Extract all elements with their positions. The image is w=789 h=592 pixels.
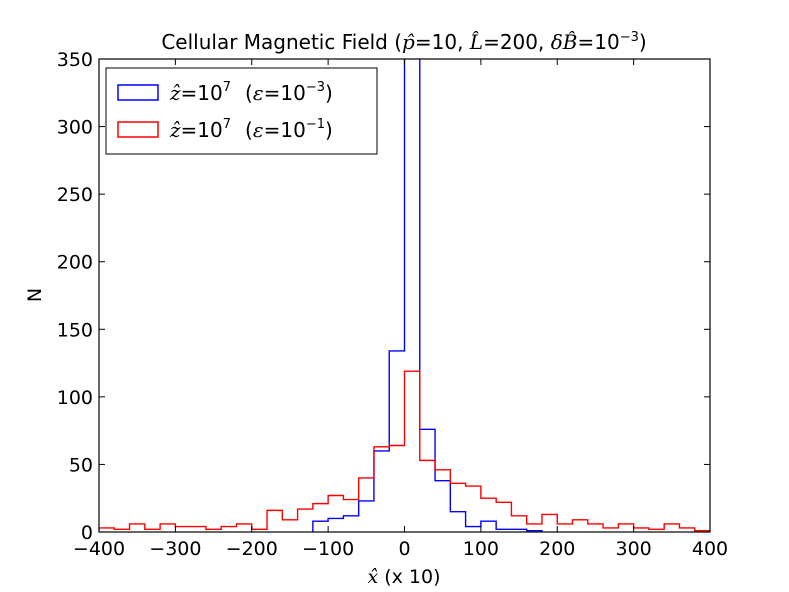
x-tick-label: 100 (463, 538, 499, 560)
legend-blue-z-symbol: ẑ (169, 81, 181, 105)
legend-red-eps-symbol: ε (253, 118, 264, 142)
title-p-symbol: p̂ (402, 30, 415, 54)
legend-blue-z-value: =10 (181, 81, 223, 105)
legend-red-close-paren: ) (325, 118, 333, 142)
legend-blue-eps-exponent: −3 (306, 80, 325, 95)
legend-red-z-exponent: 7 (223, 117, 231, 132)
title-prefix: Cellular Magnetic Field ( (161, 30, 402, 54)
y-tick-label: 150 (57, 319, 93, 341)
y-tick-label: 300 (57, 117, 93, 139)
y-tick-label: 100 (57, 387, 93, 409)
x-tick-label: 400 (692, 538, 728, 560)
legend-blue-eps-value: =10 (264, 81, 306, 105)
legend-red-open-paren: ( (245, 118, 253, 142)
legend-red-eps-exponent: −1 (306, 117, 325, 132)
title-p-value: =10, (415, 30, 470, 54)
x-tick-label: 200 (539, 538, 575, 560)
legend-blue-z-exponent: 7 (223, 80, 231, 95)
legend-red-z-symbol: ẑ (169, 118, 181, 142)
title-L-value: =200, (483, 30, 551, 54)
y-tick-label: 350 (57, 49, 93, 71)
y-tick-label: 250 (57, 184, 93, 206)
y-tick-label: 50 (69, 454, 93, 476)
y-tick-label: 200 (57, 252, 93, 274)
legend-swatch-blue (117, 84, 159, 101)
x-tick-label: −300 (149, 538, 201, 560)
x-tick-label: 0 (398, 538, 410, 560)
legend-blue-open-paren: ( (245, 81, 253, 105)
title-suffix: ) (639, 30, 647, 54)
x-tick-label: 300 (615, 538, 651, 560)
x-axis-label: x̂ (x 10) (367, 566, 440, 588)
title-dB-value: =10 (577, 30, 619, 54)
legend-swatch-red (117, 121, 159, 138)
title-dB-exponent: −3 (620, 30, 639, 45)
x-tick-label: −100 (302, 538, 354, 560)
x-tick-label: −400 (73, 538, 125, 560)
legend-label-blue: ẑ=107 (ε=10−3) (169, 80, 333, 105)
legend: ẑ=107 (ε=10−3) ẑ=107 (ε=10−1) (105, 67, 378, 155)
series-layer (99, 59, 710, 532)
legend-red-z-value: =10 (181, 118, 223, 142)
histogram-series-red (99, 370, 710, 532)
x-axis-text: (x 10) (378, 566, 440, 588)
y-axis-label: N (24, 288, 46, 302)
title-L-symbol: L̂ (469, 30, 483, 54)
y-tick-label: 0 (81, 522, 93, 544)
tick-layer: −400 −300 −200 −100 0 100 200 300 400 0 50 100 150 20… (57, 49, 728, 560)
x-axis-symbol: x̂ (367, 566, 378, 588)
title-dB-symbol: δB̂ (551, 30, 578, 54)
legend-label-red: ẑ=107 (ε=10−1) (169, 117, 333, 142)
legend-red-eps-value: =10 (264, 118, 306, 142)
x-tick-label: −200 (226, 538, 278, 560)
chart-title: Cellular Magnetic Field (p̂=10, L̂=200, … (161, 30, 646, 54)
legend-box (105, 67, 378, 155)
legend-blue-close-paren: ) (325, 81, 333, 105)
legend-blue-eps-symbol: ε (253, 81, 264, 105)
